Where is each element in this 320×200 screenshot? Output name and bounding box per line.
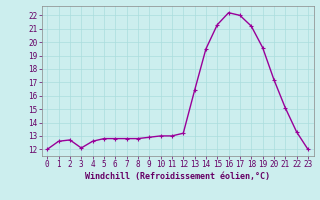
X-axis label: Windchill (Refroidissement éolien,°C): Windchill (Refroidissement éolien,°C) — [85, 172, 270, 181]
